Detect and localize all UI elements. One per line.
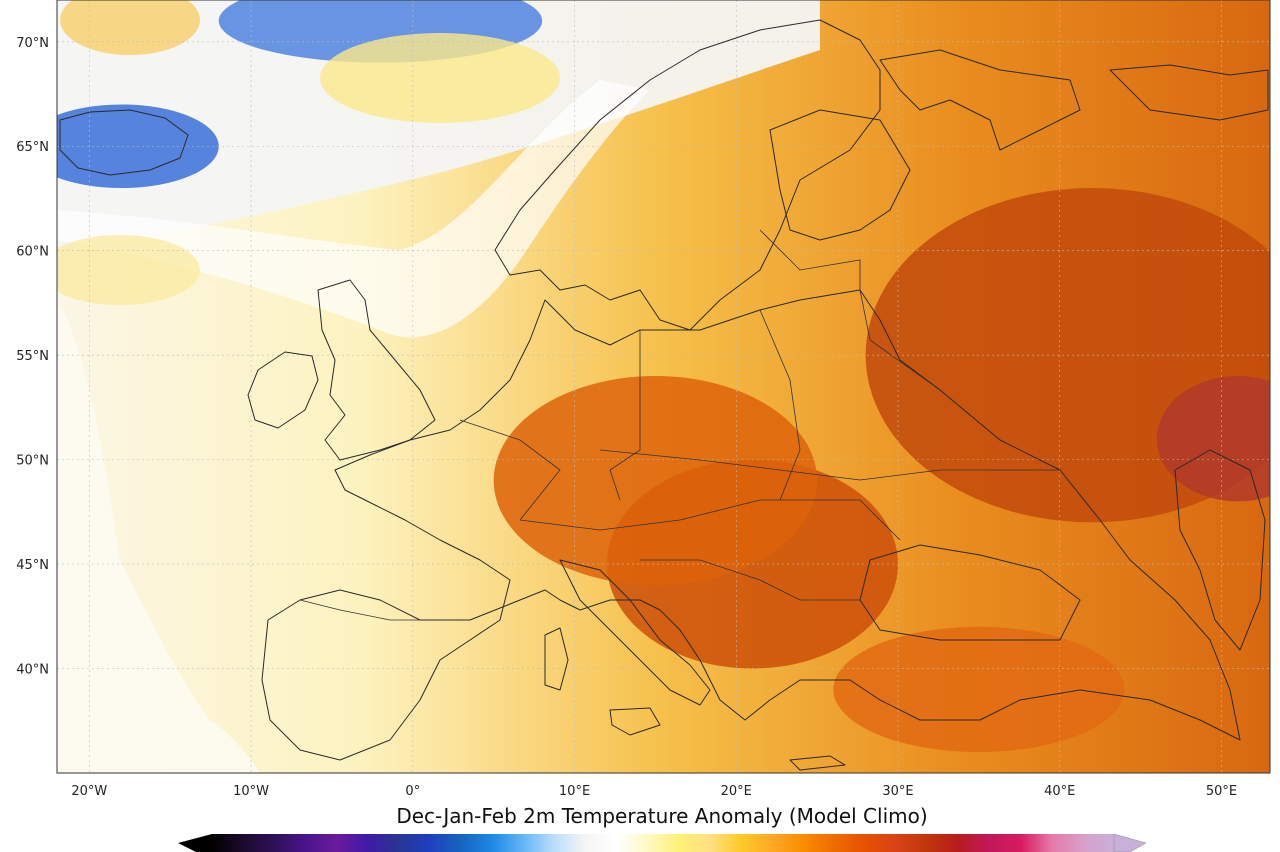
europe-coast — [261, 289, 1241, 761]
lat-tick-label: 60°N — [16, 245, 49, 260]
caspian-coast — [1174, 449, 1266, 651]
gridlines — [57, 0, 1270, 773]
coastlines — [59, 19, 1269, 771]
anomaly-iceland — [57, 104, 219, 189]
border-5 — [519, 499, 901, 541]
anomaly-central-europe — [493, 376, 818, 585]
border-4 — [599, 449, 1060, 481]
border-9 — [759, 229, 861, 290]
lon-tick-label: 30°E — [882, 784, 913, 799]
west-atlantic-white — [57, 300, 260, 773]
border-6 — [640, 559, 860, 601]
kola-coast — [1109, 64, 1269, 121]
border-8 — [299, 599, 420, 621]
longitude-labels: 20°W 10°W 0° 10°E 20°E 30°E 40°E 50°E — [71, 784, 1237, 799]
border-3 — [859, 289, 941, 391]
border-7 — [459, 419, 561, 521]
ireland-coast — [247, 351, 319, 429]
colorbar-extend-high — [1113, 833, 1147, 852]
lat-tick-label: 50°N — [16, 454, 49, 469]
lon-tick-label: 10°W — [233, 784, 269, 799]
sicily-coast — [609, 707, 661, 736]
lon-tick-label: 20°E — [721, 784, 752, 799]
lon-tick-label: 50°E — [1206, 784, 1237, 799]
atlantic-warm-blob — [57, 235, 200, 305]
border-2 — [759, 309, 801, 501]
atlantic-neutral-band — [57, 0, 820, 250]
lat-tick-label: 45°N — [16, 558, 49, 573]
border-1 — [609, 330, 641, 501]
lat-tick-label: 55°N — [16, 349, 49, 364]
iceland-coast — [59, 109, 189, 176]
north-sea-warm-blob — [320, 33, 560, 123]
lat-tick-label: 40°N — [16, 663, 49, 678]
anomaly-turkey — [833, 626, 1125, 753]
lon-tick-label: 20°W — [71, 784, 107, 799]
lat-tick-label: 65°N — [16, 140, 49, 155]
atlantic-pale-band — [57, 80, 650, 338]
borders — [299, 229, 1060, 621]
greenland-warm-blob — [60, 0, 200, 55]
lat-tick-label: 70°N — [16, 36, 49, 51]
crete-coast — [789, 755, 846, 771]
scandinavia-coast — [494, 19, 881, 331]
colorbar — [178, 833, 1147, 852]
colorbar-body — [212, 834, 1114, 852]
lon-tick-label: 40°E — [1044, 784, 1075, 799]
map-title: Dec-Jan-Feb 2m Temperature Anomaly (Mode… — [396, 804, 927, 828]
latitude-labels: 40°N 45°N 50°N 55°N 60°N 65°N 70°N — [16, 36, 49, 678]
black-sea-coast — [859, 544, 1081, 641]
anomaly-southwest-russia — [1156, 376, 1270, 502]
italy-coast — [559, 559, 711, 706]
lon-tick-label: 0° — [405, 784, 420, 799]
colorbar-extend-low — [178, 834, 212, 852]
lon-tick-label: 10°E — [559, 784, 590, 799]
sardinia-coast — [544, 627, 569, 691]
north-russia-coast — [879, 49, 1081, 151]
map-field — [57, 0, 1270, 773]
finland-coast — [769, 109, 911, 241]
great-britain-coast — [317, 279, 436, 461]
map-frame — [56, 0, 1271, 774]
